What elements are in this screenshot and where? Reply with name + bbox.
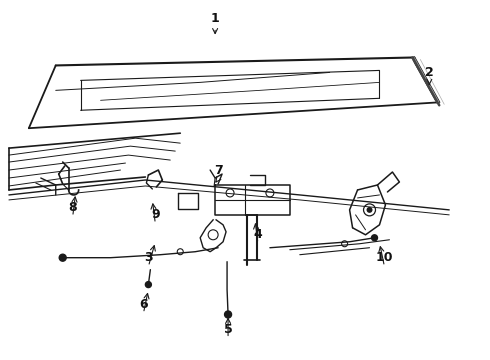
- Circle shape: [371, 235, 377, 241]
- Circle shape: [224, 311, 232, 318]
- Text: 7: 7: [214, 163, 222, 176]
- Text: 9: 9: [151, 208, 160, 221]
- Text: 4: 4: [253, 228, 262, 241]
- Text: 8: 8: [68, 201, 77, 215]
- Text: 6: 6: [139, 298, 147, 311]
- Text: 3: 3: [144, 251, 153, 264]
- Text: 1: 1: [211, 12, 220, 25]
- Text: 2: 2: [425, 66, 434, 79]
- Text: 5: 5: [224, 323, 232, 336]
- Text: 10: 10: [376, 251, 393, 264]
- Circle shape: [367, 207, 372, 213]
- Circle shape: [146, 282, 151, 288]
- Circle shape: [59, 254, 66, 261]
